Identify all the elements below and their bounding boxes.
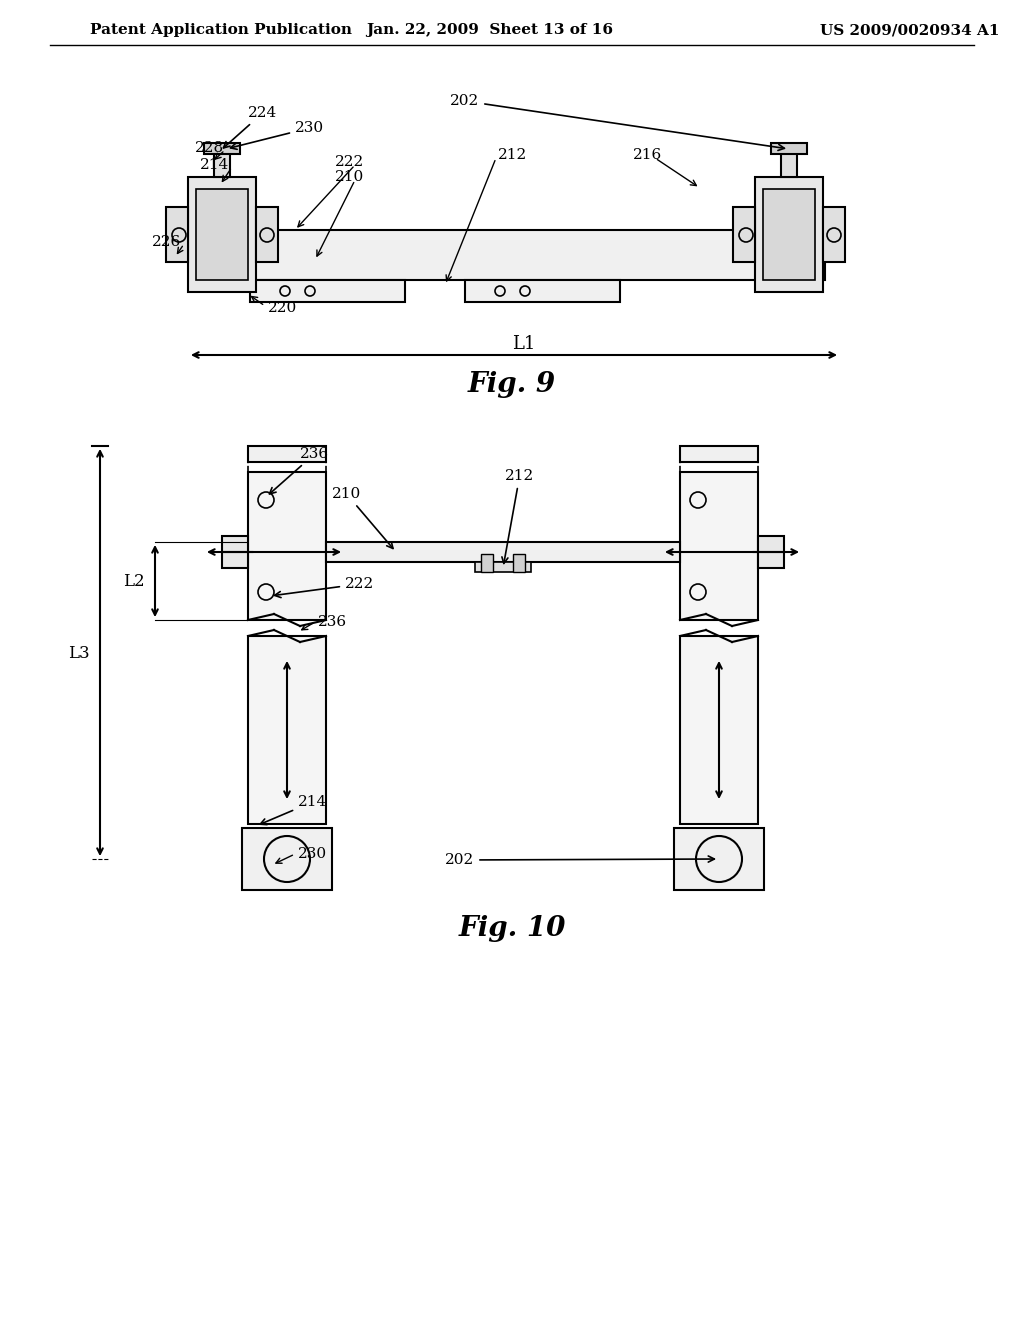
Text: L1: L1 bbox=[512, 335, 536, 352]
Text: 210: 210 bbox=[332, 487, 393, 549]
Text: US 2009/0020934 A1: US 2009/0020934 A1 bbox=[820, 22, 999, 37]
Text: Patent Application Publication: Patent Application Publication bbox=[90, 22, 352, 37]
Text: 222: 222 bbox=[274, 577, 374, 598]
Bar bbox=[196, 189, 248, 280]
Bar bbox=[465, 280, 620, 302]
Bar bbox=[242, 828, 332, 890]
Bar bbox=[763, 189, 815, 280]
Bar bbox=[256, 207, 278, 261]
Text: 230: 230 bbox=[230, 121, 325, 149]
Text: 212: 212 bbox=[498, 148, 527, 162]
Bar bbox=[755, 177, 823, 292]
Bar bbox=[758, 536, 784, 568]
Bar bbox=[326, 543, 680, 562]
Text: 212: 212 bbox=[502, 469, 535, 564]
Bar bbox=[188, 177, 256, 292]
Bar bbox=[248, 636, 326, 824]
Bar bbox=[771, 143, 807, 154]
Bar bbox=[513, 554, 525, 572]
Bar bbox=[248, 473, 326, 620]
Text: 220: 220 bbox=[268, 301, 297, 315]
Bar bbox=[250, 280, 406, 302]
Text: 236: 236 bbox=[269, 447, 329, 494]
Text: Jan. 22, 2009  Sheet 13 of 16: Jan. 22, 2009 Sheet 13 of 16 bbox=[367, 22, 613, 37]
Bar bbox=[781, 149, 797, 177]
Text: L3: L3 bbox=[69, 644, 90, 661]
Text: 224: 224 bbox=[223, 106, 278, 148]
Bar bbox=[823, 207, 845, 261]
Bar bbox=[204, 143, 240, 154]
Text: 202: 202 bbox=[450, 94, 784, 150]
Text: 228: 228 bbox=[195, 141, 224, 154]
Text: 216: 216 bbox=[633, 148, 663, 162]
Bar bbox=[214, 149, 230, 177]
Bar bbox=[680, 446, 758, 462]
Bar bbox=[733, 207, 755, 261]
Bar bbox=[481, 554, 493, 572]
Text: 222: 222 bbox=[335, 154, 365, 169]
Bar bbox=[475, 562, 531, 572]
Text: 210: 210 bbox=[335, 170, 365, 183]
Bar bbox=[222, 536, 248, 568]
Bar bbox=[680, 473, 758, 620]
Text: 230: 230 bbox=[298, 847, 327, 861]
Text: L2: L2 bbox=[123, 573, 145, 590]
Text: Fig. 9: Fig. 9 bbox=[468, 371, 556, 399]
Text: 202: 202 bbox=[445, 853, 715, 867]
Text: 214: 214 bbox=[200, 158, 229, 172]
Text: Fig. 10: Fig. 10 bbox=[459, 915, 565, 941]
Text: 226: 226 bbox=[152, 235, 181, 249]
Text: 236: 236 bbox=[318, 615, 347, 630]
Text: 214: 214 bbox=[260, 795, 328, 825]
Bar bbox=[680, 636, 758, 824]
Bar bbox=[195, 230, 825, 280]
Bar bbox=[248, 446, 326, 462]
Bar bbox=[674, 828, 764, 890]
Bar bbox=[166, 207, 188, 261]
